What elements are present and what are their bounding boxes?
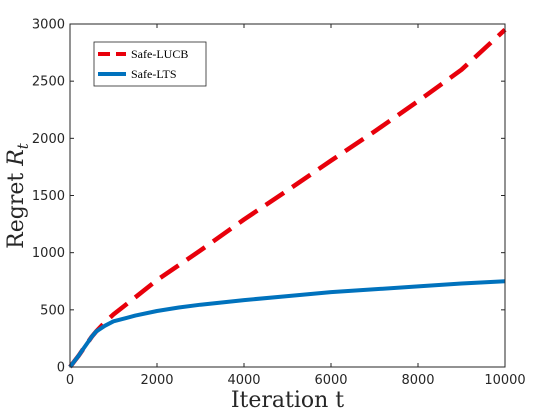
- y-tick-label: 2500: [32, 75, 65, 90]
- y-tick-label: 1000: [32, 246, 65, 261]
- y-tick-label: 1500: [32, 189, 65, 204]
- y-axis-title-text: Regret: [4, 166, 29, 249]
- legend-label-safe-lts: Safe-LTS: [131, 67, 177, 81]
- x-tick-label: 6000: [314, 373, 347, 388]
- x-tick-label: 4000: [227, 373, 260, 388]
- y-axis-title-symbol: R: [4, 149, 29, 167]
- legend: Safe-LUCB Safe-LTS: [93, 41, 207, 87]
- x-tick-label: 2000: [140, 373, 173, 388]
- y-tick-label: 2000: [32, 132, 65, 147]
- y-axis-title-subscript: t: [14, 142, 32, 149]
- y-tick-label: 500: [40, 303, 65, 318]
- plot-area: [68, 28, 507, 369]
- legend-box: [93, 41, 207, 87]
- legend-label-safe-lucb: Safe-LUCB: [131, 47, 188, 61]
- y-axis-title: Regret Rt: [4, 142, 32, 249]
- y-tick-label: 0: [57, 361, 65, 376]
- x-tick-label: 0: [66, 373, 74, 388]
- x-axis-title: Iteration t: [231, 388, 344, 412]
- x-tick-label: 8000: [401, 373, 434, 388]
- series-line-safe-lucb: [68, 28, 507, 369]
- axis-ticks: 0 2000 4000 6000 8000 10000 0 500 1000 1500 2000 25…: [32, 18, 526, 389]
- y-tick-label: 3000: [32, 18, 65, 33]
- x-tick-label: 10000: [484, 373, 525, 388]
- series-line-safe-lts: [68, 279, 506, 369]
